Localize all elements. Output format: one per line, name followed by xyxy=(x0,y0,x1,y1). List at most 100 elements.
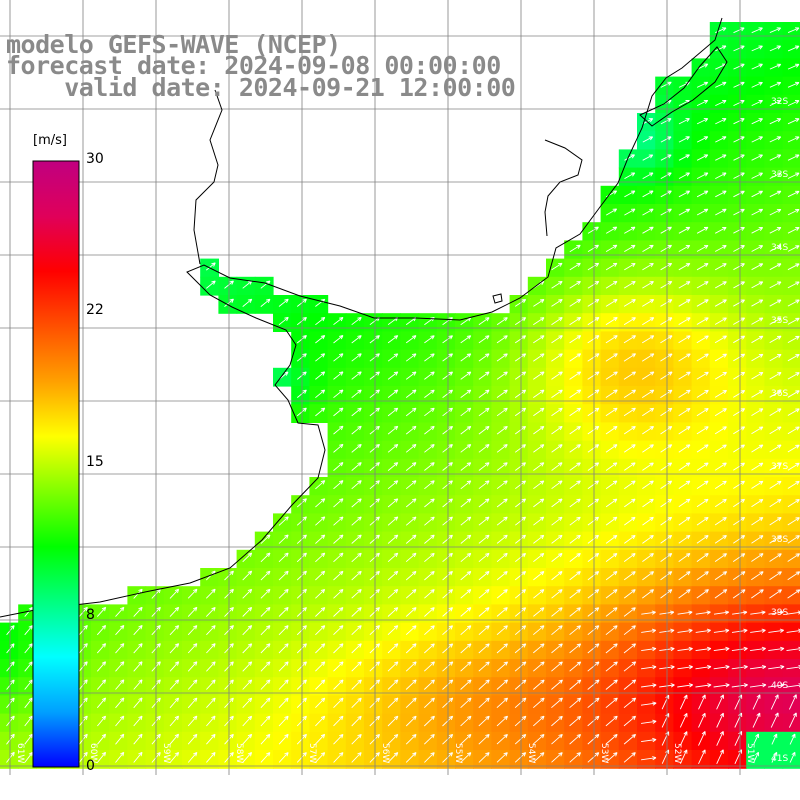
wind-arrow xyxy=(278,733,289,745)
lagoon-outline xyxy=(639,46,728,127)
wind-arrow xyxy=(551,425,563,435)
wind-arrow xyxy=(478,534,490,544)
wind-arrow xyxy=(569,480,581,490)
wind-arrow xyxy=(533,571,545,581)
wind-arrow xyxy=(496,589,508,599)
wind-speed-cell xyxy=(600,404,620,423)
wind-arrow xyxy=(696,480,709,489)
longitude-label: 56W xyxy=(380,743,390,763)
wind-arrow xyxy=(96,643,107,654)
wind-arrow xyxy=(315,335,326,344)
wind-arrow xyxy=(605,299,618,307)
wind-arrow xyxy=(641,610,656,615)
wind-arrow xyxy=(732,553,746,562)
wind-arrow xyxy=(460,607,472,617)
wind-arrow xyxy=(569,425,581,435)
wind-arrow xyxy=(115,624,125,636)
wind-arrow xyxy=(133,697,143,709)
wind-arrow xyxy=(660,154,672,161)
wind-arrow xyxy=(187,588,198,599)
wind-arrow xyxy=(713,628,730,633)
wind-arrow xyxy=(405,661,417,672)
colorbar-tick-0: 0 xyxy=(86,758,95,774)
wind-arrow xyxy=(569,733,582,745)
wind-arrow xyxy=(678,172,690,179)
wind-arrow xyxy=(677,610,693,615)
wind-arrow xyxy=(696,516,709,526)
wind-arrow xyxy=(714,317,727,325)
wind-arrow xyxy=(751,426,764,435)
wind-arrow xyxy=(260,534,271,544)
wind-arrow xyxy=(242,661,253,672)
wind-arrow xyxy=(605,280,618,289)
wind-arrow xyxy=(496,571,508,581)
wind-arrow xyxy=(315,715,326,727)
wind-arrow xyxy=(714,462,727,471)
wind-arrow xyxy=(278,697,289,709)
wind-arrow xyxy=(533,516,545,526)
wind-arrow xyxy=(205,588,216,599)
coastline xyxy=(0,17,728,618)
longitude-label: 54W xyxy=(526,743,536,763)
wind-arrow xyxy=(698,694,706,710)
wind-arrow xyxy=(278,752,289,763)
wind-arrow xyxy=(769,372,782,380)
wind-arrow xyxy=(169,715,180,727)
latitude-label: 34S xyxy=(771,243,788,253)
wind-arrow xyxy=(751,227,764,234)
wind-arrow xyxy=(696,335,709,344)
wind-arrow xyxy=(713,683,730,688)
wind-arrow xyxy=(769,517,782,526)
wind-arrow xyxy=(387,625,399,636)
wind-arrow xyxy=(696,226,709,234)
wind-arrow xyxy=(660,589,673,599)
wind-arrow xyxy=(641,737,657,743)
wind-arrow xyxy=(405,462,417,471)
wind-arrow xyxy=(569,498,581,508)
wind-arrow xyxy=(405,353,417,362)
wind-speed-cell xyxy=(327,422,347,442)
wind-arrow xyxy=(533,625,545,636)
wind-arrow xyxy=(623,752,636,763)
wind-arrow xyxy=(624,262,636,271)
wind-arrow xyxy=(496,607,508,617)
wind-arrow xyxy=(351,697,362,709)
wind-arrow xyxy=(714,498,727,508)
wind-arrow xyxy=(460,552,472,563)
wind-arrow xyxy=(678,553,691,562)
wind-arrow xyxy=(733,516,746,526)
wind-arrow xyxy=(679,749,688,764)
wind-arrow xyxy=(733,226,745,234)
wind-arrow xyxy=(315,643,326,654)
wind-speed-cell xyxy=(527,495,547,514)
wind-arrow xyxy=(569,697,582,709)
wind-arrow xyxy=(787,517,800,526)
wind-arrow xyxy=(787,317,800,325)
wind-arrow xyxy=(478,335,490,344)
wind-arrow xyxy=(569,516,581,526)
wind-arrow xyxy=(387,733,399,745)
wind-arrow xyxy=(660,389,673,398)
wind-arrow xyxy=(786,628,800,633)
wind-arrow xyxy=(623,299,636,307)
wind-arrow xyxy=(750,610,766,615)
wind-arrow xyxy=(315,752,326,763)
wind-arrow xyxy=(787,299,800,307)
wind-arrow xyxy=(787,190,800,198)
wind-arrow xyxy=(115,751,125,763)
wind-arrow xyxy=(514,697,527,709)
wind-arrow xyxy=(714,245,727,252)
wind-arrow xyxy=(424,353,435,362)
wind-arrow xyxy=(478,389,490,398)
longitude-label: 57W xyxy=(307,743,317,763)
wind-arrow xyxy=(478,661,490,672)
wind-speed-cell xyxy=(673,586,693,605)
wind-arrow xyxy=(679,712,688,728)
wind-arrow xyxy=(351,462,362,471)
wind-arrow xyxy=(496,697,509,709)
wind-arrow xyxy=(733,480,745,489)
wind-arrow xyxy=(751,81,763,88)
wind-arrow xyxy=(605,353,618,362)
wind-arrow xyxy=(460,715,472,727)
wind-speed-cell xyxy=(455,568,474,587)
